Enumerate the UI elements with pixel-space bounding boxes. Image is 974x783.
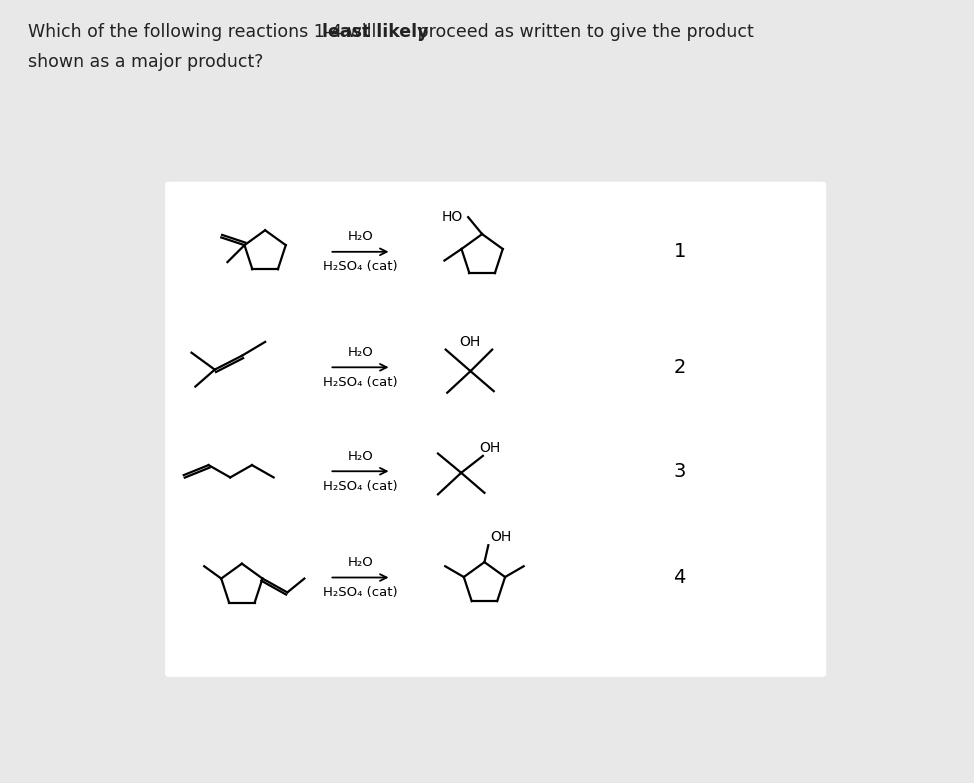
Text: 2: 2 bbox=[674, 358, 686, 377]
Text: 4: 4 bbox=[674, 568, 686, 587]
Text: OH: OH bbox=[460, 335, 481, 349]
Text: 1: 1 bbox=[674, 242, 686, 262]
FancyBboxPatch shape bbox=[166, 182, 826, 677]
Text: H₂SO₄ (cat): H₂SO₄ (cat) bbox=[323, 260, 397, 273]
Text: HO: HO bbox=[442, 210, 464, 224]
Text: H₂O: H₂O bbox=[348, 230, 373, 244]
Text: proceed as written to give the product: proceed as written to give the product bbox=[412, 23, 754, 41]
Text: 3: 3 bbox=[674, 462, 686, 481]
Text: H₂O: H₂O bbox=[348, 556, 373, 569]
Text: OH: OH bbox=[491, 529, 512, 543]
Text: H₂SO₄ (cat): H₂SO₄ (cat) bbox=[323, 376, 397, 389]
Text: H₂SO₄ (cat): H₂SO₄ (cat) bbox=[323, 480, 397, 493]
Text: least likely: least likely bbox=[322, 23, 429, 41]
Text: H₂SO₄ (cat): H₂SO₄ (cat) bbox=[323, 586, 397, 599]
Text: shown as a major product?: shown as a major product? bbox=[28, 53, 263, 71]
Text: OH: OH bbox=[479, 441, 501, 455]
Text: H₂O: H₂O bbox=[348, 449, 373, 463]
Text: Which of the following reactions 1-4 will: Which of the following reactions 1-4 wil… bbox=[28, 23, 382, 41]
Text: Which of the following reactions 1-4 will least likely: Which of the following reactions 1-4 wil… bbox=[28, 23, 475, 41]
Text: H₂O: H₂O bbox=[348, 346, 373, 359]
